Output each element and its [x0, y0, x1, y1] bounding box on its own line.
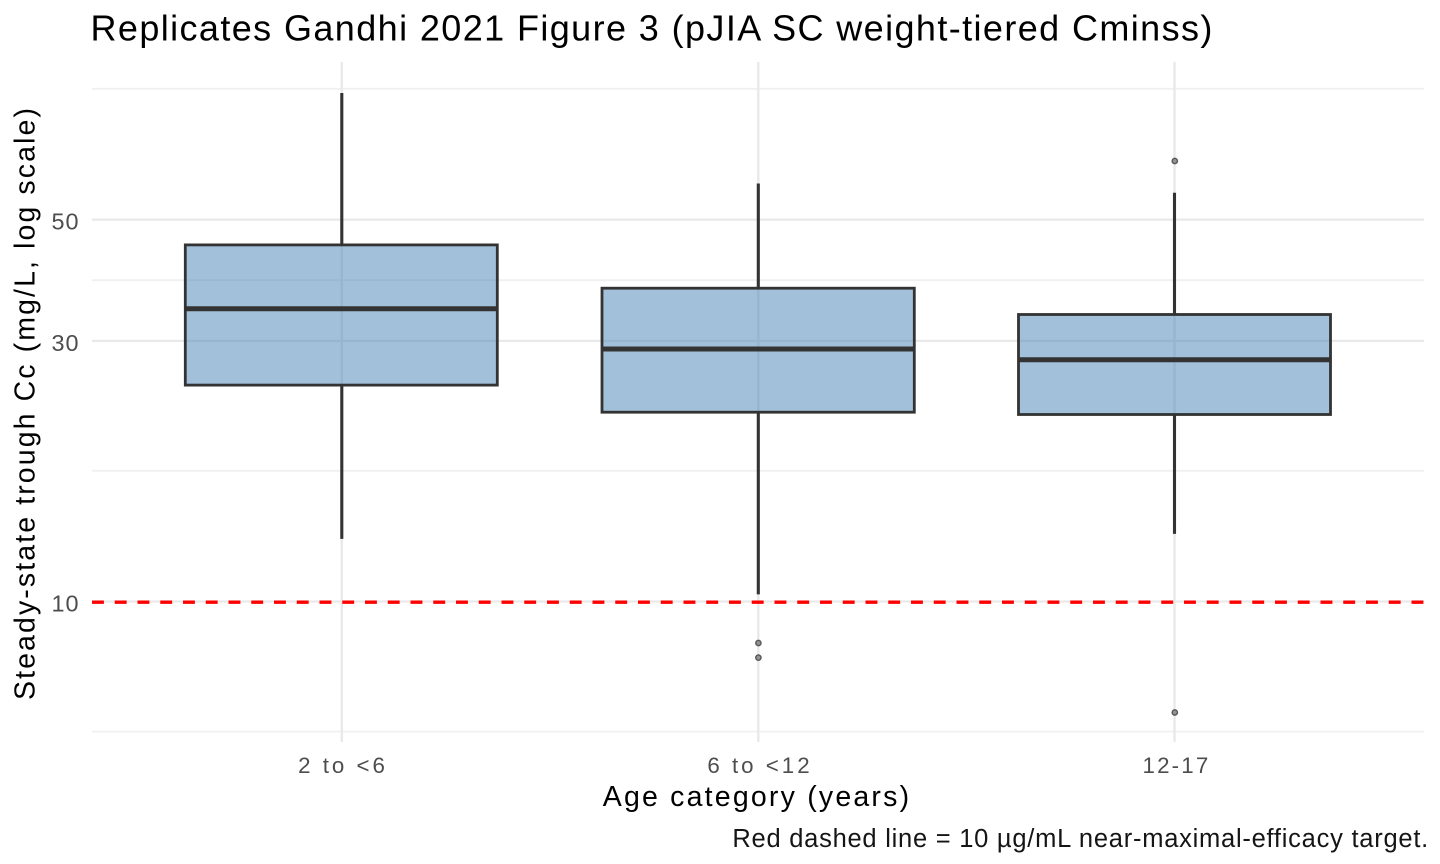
- svg-text:2 to <6: 2 to <6: [298, 753, 388, 778]
- svg-text:Age category (years): Age category (years): [603, 781, 912, 813]
- svg-text:12-17: 12-17: [1142, 753, 1210, 778]
- svg-text:50: 50: [51, 209, 79, 235]
- svg-text:30: 30: [51, 330, 79, 356]
- svg-text:Steady-state trough Cc (mg/L,: Steady-state trough Cc (mg/L, log scale): [9, 106, 41, 700]
- svg-text:Replicates Gandhi 2021 Figure: Replicates Gandhi 2021 Figure 3 (pJIA SC…: [91, 8, 1214, 49]
- svg-text:10: 10: [51, 591, 79, 617]
- svg-text:6 to <12: 6 to <12: [707, 753, 812, 778]
- svg-text:Red dashed line = 10 µg/mL nea: Red dashed line = 10 µg/mL near-maximal-…: [732, 825, 1429, 853]
